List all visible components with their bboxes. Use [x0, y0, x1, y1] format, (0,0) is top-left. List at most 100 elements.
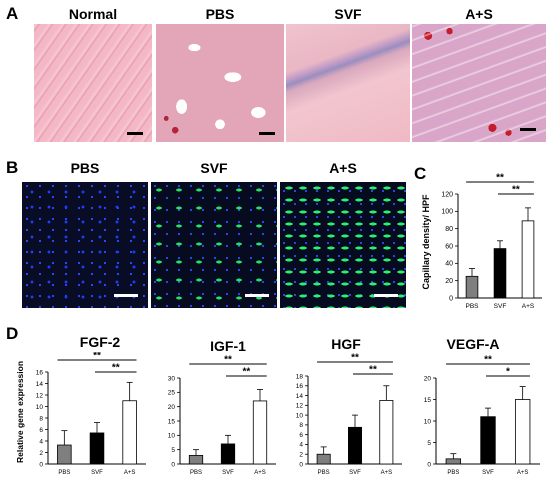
bar-svf: [493, 248, 507, 299]
panel-a-label: A: [6, 4, 19, 23]
y-tick-label: 25: [168, 390, 176, 397]
bar-pbs: [465, 275, 479, 299]
y-tick-label: 0: [299, 461, 303, 468]
y-tick-label: 16: [296, 383, 304, 390]
chart-title-igf1: IGF-1: [210, 338, 246, 354]
y-tick-label: 2: [39, 450, 43, 457]
significance-label: **: [242, 367, 250, 378]
scale-bar: [374, 294, 398, 297]
y-tick-label: 80: [445, 226, 453, 233]
y-tick-label: 10: [168, 433, 176, 440]
y-tick-label: 40: [445, 261, 453, 268]
panel-a-title-normal: Normal: [68, 6, 118, 22]
y-tick-label: 2: [299, 452, 303, 459]
chart-title-fgf2: FGF-2: [79, 334, 121, 350]
bar-pbs: [445, 458, 462, 465]
histology-image-as: [412, 24, 546, 142]
scale-bar: [127, 132, 143, 135]
histology-image-normal: [34, 24, 152, 142]
category-label: PBS: [58, 470, 70, 476]
histology-image-pbs: [156, 24, 284, 142]
y-tick-label: 4: [299, 442, 303, 449]
y-tick-label: 12: [296, 403, 304, 410]
category-label: A+S: [124, 470, 136, 476]
y-tick-label: 6: [299, 432, 303, 439]
y-tick-label: 20: [445, 278, 453, 285]
significance-label: *: [506, 367, 510, 378]
y-tick-label: 6: [39, 427, 43, 434]
panel-b-title-svf: SVF: [200, 160, 228, 176]
bar-as: [379, 400, 394, 465]
y-tick-label: 0: [449, 295, 453, 302]
y-tick-label: 10: [36, 404, 44, 411]
y-tick-label: 8: [299, 422, 303, 429]
panel-b-title-as: A+S: [329, 160, 357, 176]
y-tick-label: 5: [171, 447, 175, 454]
significance-label: **: [112, 363, 120, 374]
y-tick-label: 0: [171, 461, 175, 468]
y-tick-label: 20: [424, 375, 432, 382]
y-tick-label: 10: [424, 418, 432, 425]
bar-svf: [220, 443, 236, 465]
panel-c-label: C: [414, 164, 427, 183]
panel-a-title-pbs: PBS: [205, 6, 235, 22]
chart-hgf: 0 2 4 6 8 10 12 14 16 18 PBS SVF A+S ** **: [296, 353, 402, 476]
y-axis-label: Relative gene expression: [15, 361, 25, 463]
y-tick-label: 20: [168, 404, 176, 411]
category-label: SVF: [222, 470, 234, 476]
category-label: SVF: [482, 470, 494, 476]
fluorescence-image-as: [280, 182, 406, 308]
significance-label: **: [496, 173, 504, 184]
panel-b-label: B: [6, 158, 19, 177]
y-tick-label: 14: [296, 393, 304, 400]
y-tick-label: 60: [445, 243, 453, 250]
category-label: A+S: [381, 470, 393, 476]
significance-label: **: [224, 355, 232, 366]
y-tick-label: 18: [296, 373, 304, 380]
chart-igf1: 0 5 10 15 20 25 30 PBS SVF A+S ** **: [168, 355, 276, 476]
significance-label: **: [512, 185, 520, 196]
panel-b-title-pbs: PBS: [70, 160, 100, 176]
bar-svf: [480, 416, 496, 465]
bar-as: [514, 399, 531, 465]
category-label: SVF: [349, 470, 361, 476]
y-tick-label: 120: [441, 191, 453, 198]
panel-d-label: D: [6, 324, 19, 343]
y-tick-label: 0: [427, 461, 431, 468]
bar-as: [252, 400, 268, 465]
bar-svf: [89, 432, 105, 465]
bar-as: [521, 220, 535, 299]
panel-a-title-as: A+S: [465, 6, 493, 22]
fluorescence-image-pbs: [22, 182, 148, 308]
bar-svf: [348, 426, 362, 465]
category-label: PBS: [190, 470, 202, 476]
y-tick-label: 15: [168, 418, 176, 425]
chart-fgf2: Relative gene expression 0 2 4 6 8 10 12 14 16 PB…: [15, 352, 146, 476]
category-label: SVF: [494, 303, 507, 310]
chart-title-hgf: HGF: [331, 336, 361, 352]
category-label: A+S: [517, 470, 529, 476]
y-tick-label: 15: [424, 397, 432, 404]
scale-bar: [114, 294, 138, 297]
y-tick-label: 14: [36, 381, 44, 388]
significance-label: **: [369, 365, 377, 376]
bar-pbs: [57, 444, 72, 465]
y-tick-label: 12: [36, 392, 44, 399]
y-tick-label: 0: [39, 461, 43, 468]
chart-capillary-density: Capillary density/ HPF 0 20 40 60 80 100 120 PB…: [421, 173, 542, 310]
y-tick-label: 4: [39, 438, 43, 445]
y-axis-label: Capillary density/ HPF: [421, 194, 431, 290]
significance-label: **: [351, 353, 359, 364]
significance-label: **: [484, 355, 492, 366]
fluorescence-image-svf: [151, 182, 277, 308]
bar-pbs: [316, 453, 331, 465]
y-tick-label: 30: [168, 375, 176, 382]
y-tick-label: 100: [441, 209, 453, 216]
y-tick-label: 10: [296, 412, 304, 419]
bar-as: [122, 400, 137, 465]
histology-image-svf: [286, 24, 410, 142]
scale-bar: [520, 128, 536, 131]
category-label: A+S: [522, 303, 535, 310]
significance-label: **: [93, 352, 101, 362]
